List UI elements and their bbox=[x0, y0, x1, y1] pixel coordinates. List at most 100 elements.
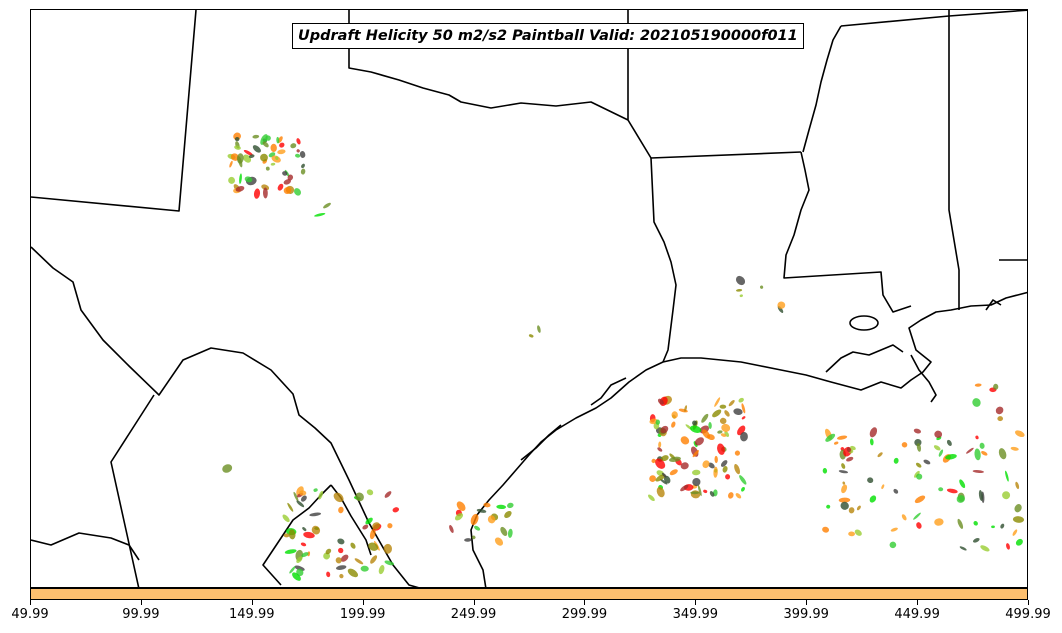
map-panel[interactable]: Updraft Helicity 50 m2/s2 Paintball Vali… bbox=[30, 9, 1028, 588]
gulf-coastline bbox=[470, 291, 1027, 587]
paintball-blob bbox=[236, 153, 244, 164]
paintball-blob bbox=[697, 484, 702, 497]
paintball-blob bbox=[945, 454, 957, 460]
paintball-blob bbox=[655, 419, 661, 425]
paintball-blob bbox=[340, 554, 349, 562]
paintball-blob bbox=[384, 491, 392, 498]
paintball-blob bbox=[277, 149, 286, 155]
paintball-blob bbox=[690, 425, 702, 433]
paintball-blob bbox=[914, 470, 920, 478]
x-tick bbox=[917, 600, 919, 605]
paintball-blob bbox=[494, 537, 504, 546]
paintball-blob bbox=[709, 491, 715, 497]
paintball-blob bbox=[974, 383, 982, 387]
paintball-blob bbox=[275, 156, 279, 160]
paintball-blob bbox=[734, 463, 741, 475]
paintball-blob bbox=[309, 512, 322, 517]
paintball-blob bbox=[656, 486, 665, 498]
paintball-blob bbox=[277, 183, 284, 191]
paintball-blob bbox=[337, 538, 345, 545]
updraft-helicity-paintballs bbox=[222, 132, 1025, 581]
paintball-blob bbox=[283, 533, 290, 538]
paintball-blob bbox=[721, 423, 731, 432]
paintball-blob bbox=[916, 443, 922, 452]
paintball-blob bbox=[657, 447, 663, 452]
paintball-blob bbox=[289, 566, 296, 574]
paintball-blob bbox=[728, 492, 734, 499]
paintball-blob bbox=[993, 383, 999, 390]
oklahoma-panhandle-border bbox=[348, 10, 629, 121]
paintball-blob bbox=[1015, 481, 1020, 490]
arkansas-border bbox=[650, 151, 802, 159]
x-tick-label: 349.99 bbox=[672, 607, 719, 622]
paintball-blob bbox=[690, 491, 700, 495]
paintball-blob bbox=[671, 411, 678, 419]
paintball-blob bbox=[692, 420, 698, 426]
paintball-blob bbox=[869, 495, 877, 503]
x-tick bbox=[140, 600, 142, 605]
paintball-blob bbox=[736, 288, 743, 292]
paintball-blob bbox=[301, 552, 309, 558]
paintball-blob bbox=[850, 445, 856, 451]
paintball-blob bbox=[893, 457, 899, 464]
paintball-blob bbox=[719, 417, 727, 425]
paintball-blob bbox=[838, 470, 849, 474]
paintball-blob bbox=[680, 484, 689, 492]
paintball-blob bbox=[916, 522, 922, 529]
paintball-blob bbox=[1005, 470, 1009, 482]
paintball-blob bbox=[972, 470, 984, 473]
paintball-blob bbox=[387, 523, 393, 529]
paintball-blob bbox=[914, 495, 926, 504]
paintball-blob bbox=[838, 497, 851, 503]
paintball-blob bbox=[1010, 446, 1019, 451]
paintball-blob bbox=[959, 546, 967, 551]
paintball-blob bbox=[507, 528, 513, 538]
paintball-blob bbox=[938, 449, 944, 457]
new-mexico-mexico-border bbox=[31, 246, 419, 587]
paintball-blob bbox=[777, 301, 786, 309]
paintball-blob bbox=[735, 275, 746, 286]
paintball-blob bbox=[287, 174, 294, 181]
paintball-blob bbox=[671, 421, 676, 428]
paintball-blob bbox=[1012, 529, 1018, 536]
paintball-blob bbox=[300, 495, 307, 502]
paintball-blob bbox=[972, 398, 981, 407]
paintball-blob bbox=[335, 565, 347, 570]
paintball-blob bbox=[1002, 491, 1011, 500]
paintball-blob bbox=[719, 404, 727, 409]
paintball-blob bbox=[253, 188, 261, 199]
paintball-blob bbox=[252, 134, 260, 139]
paintball-blob bbox=[740, 432, 748, 442]
paintball-blob bbox=[294, 188, 301, 196]
paintball-blob bbox=[669, 456, 681, 462]
paintball-blob bbox=[848, 507, 855, 514]
paintball-blob bbox=[720, 460, 728, 467]
paintball-blob bbox=[355, 492, 364, 502]
paintball-blob bbox=[981, 450, 988, 456]
paintball-blob bbox=[239, 173, 242, 184]
paintball-blob bbox=[913, 512, 921, 520]
paintball-blob bbox=[869, 427, 878, 438]
paintball-blob bbox=[243, 149, 253, 156]
paintball-blob bbox=[651, 458, 656, 463]
paintball-blob bbox=[270, 143, 277, 152]
paintball-blob bbox=[1012, 516, 1025, 523]
x-tick bbox=[1028, 600, 1029, 605]
paintball-blob bbox=[296, 500, 305, 508]
paintball-blob bbox=[725, 474, 731, 480]
paintball-blob bbox=[848, 531, 855, 537]
paintball-blob bbox=[222, 464, 233, 473]
x-tick-label: 49.99 bbox=[11, 607, 49, 622]
paintball-blob bbox=[724, 410, 730, 417]
paintball-blob bbox=[957, 518, 964, 529]
paintball-blob bbox=[464, 538, 472, 542]
paintball-blob bbox=[741, 403, 746, 414]
paintball-blob bbox=[302, 527, 307, 532]
paintball-blob bbox=[318, 490, 324, 500]
paintball-blob bbox=[282, 514, 290, 523]
paintball-blob bbox=[303, 531, 315, 539]
paintball-blob bbox=[966, 447, 974, 454]
paintball-blob bbox=[354, 558, 364, 565]
paintball-blob bbox=[890, 527, 898, 532]
paintball-blob bbox=[384, 560, 395, 566]
